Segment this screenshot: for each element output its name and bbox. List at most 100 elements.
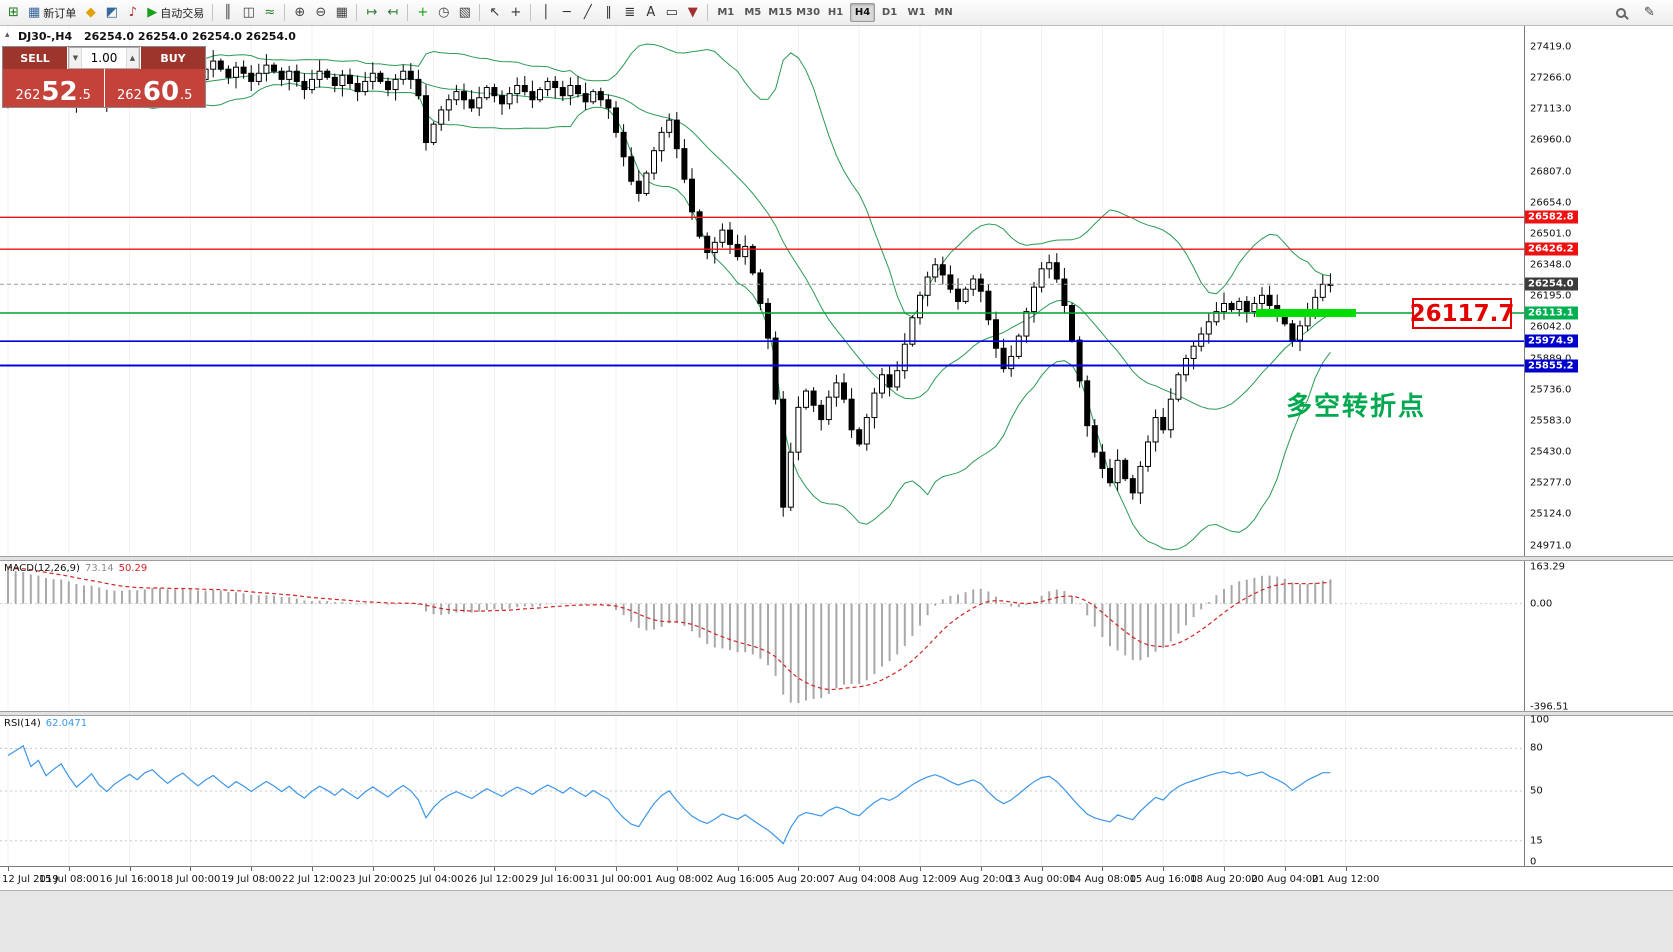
text-label-button[interactable]: ▭ [661, 2, 682, 23]
time-axis-label: 9 Aug 20:00 [950, 874, 1012, 885]
time-axis-tick-mark [1284, 867, 1286, 871]
price-axis-tick: 26960.0 [1530, 134, 1572, 146]
channel-button[interactable]: ∥ [598, 2, 619, 23]
tile-windows-icon: ▦ [335, 5, 348, 20]
price-level-tag: 26254.0 [1525, 277, 1578, 291]
buy-button[interactable]: BUY [141, 47, 205, 69]
indicators-button[interactable]: + [412, 2, 433, 23]
rsi-window: RSI(14) 62.0471 100 80 50 15 0 [0, 714, 1673, 868]
rsi-plot[interactable]: RSI(14) 62.0471 [0, 716, 1524, 866]
sell-button[interactable]: SELL [3, 47, 67, 69]
time-axis-tick-mark [1041, 867, 1043, 871]
one-click-collapse-icon[interactable]: ▴ [5, 30, 10, 40]
periods-button[interactable]: ◷ [433, 2, 454, 23]
timeframe-m1-button[interactable]: M1 [717, 7, 735, 18]
sell-price-head: 262 [15, 87, 41, 103]
cursor-button[interactable]: ↖ [484, 2, 505, 23]
horizontal-line-button[interactable]: ─ [556, 2, 577, 23]
price-level-tag: 26113.1 [1525, 306, 1578, 320]
timeframe-mn-button[interactable]: MN [934, 7, 953, 18]
chart-line-button[interactable]: ≈ [259, 2, 280, 23]
time-axis-tick-mark [1102, 867, 1104, 871]
chart-candles-button[interactable]: ◫ [238, 2, 259, 23]
price-chart-canvas[interactable] [0, 26, 1524, 556]
arrows-button[interactable]: ▼ [682, 2, 703, 23]
price-axis-tick: 25277.0 [1530, 477, 1572, 489]
time-axis-label: 19 Jul 08:00 [221, 874, 282, 885]
templates-button[interactable]: ▧ [454, 2, 475, 23]
time-axis-label: 15 Jul 08:00 [38, 874, 99, 885]
time-axis-tick-mark [676, 867, 678, 871]
crosshair-icon: + [510, 5, 522, 20]
timeframe-w1-button[interactable]: W1 [907, 7, 926, 18]
new-chart-button[interactable]: ⊞ [3, 2, 24, 23]
sell-price-tail: .5 [78, 87, 91, 103]
macd-plot[interactable]: MACD(12,26,9) 73.14 50.29 [0, 561, 1524, 711]
time-axis-label: 31 Jul 00:00 [586, 874, 646, 885]
auto-scroll-icon: ↦ [366, 5, 378, 20]
text-button[interactable]: A [640, 2, 661, 23]
alerts-icon: ♪ [128, 5, 137, 20]
rsi-canvas[interactable] [0, 716, 1524, 866]
fibonacci-button[interactable]: ≣ [619, 2, 640, 23]
vertical-line-button[interactable]: │ [535, 2, 556, 23]
macd-canvas[interactable] [0, 561, 1524, 711]
volume-stepper: ▼ 1.00 ▲ [68, 47, 140, 69]
macd-window: MACD(12,26,9) 73.14 50.29 163.29 0.00 -396.5… [0, 561, 1673, 713]
window-splitter[interactable] [0, 556, 1673, 561]
timeframe-m5-button[interactable]: M5 [744, 7, 762, 18]
tile-windows-button[interactable]: ▦ [331, 2, 352, 23]
time-axis-tick-mark [555, 867, 557, 871]
time-axis[interactable]: 12 Jul 2019 15 Jul 08:00 16 Jul 16:00 18 Ju… [0, 866, 1673, 890]
timeframe-h1-button[interactable]: H1 [827, 7, 844, 18]
time-axis-tick-mark [920, 867, 921, 871]
macd-axis[interactable]: 163.29 0.00 -396.51 [1524, 561, 1673, 713]
toolbar-separator [479, 4, 481, 21]
chart-shift-button[interactable]: ↤ [382, 2, 403, 23]
text-label-icon: ▭ [665, 5, 678, 20]
price-chart-plot[interactable]: ▴ DJ30-,H4 26254.0 26254.0 26254.0 26254… [0, 26, 1524, 556]
timeframe-d1-button[interactable]: D1 [881, 7, 898, 18]
market-watch-button[interactable]: ◩ [101, 2, 122, 23]
volume-value[interactable]: 1.00 [90, 51, 118, 65]
periods-icon: ◷ [438, 5, 450, 20]
time-axis-tick-mark [190, 867, 192, 871]
price-axis[interactable]: 27419.0 27266.0 27113.0 26960.0 26807.0 26654… [1524, 26, 1673, 556]
sell-price-button[interactable]: 262 52.5 [3, 69, 104, 107]
metaeditor-button[interactable]: ◆ [80, 2, 101, 23]
time-axis-label: 22 Jul 12:00 [282, 874, 342, 885]
autotrading-button[interactable]: ▶ 自动交易 [143, 2, 208, 23]
time-axis-tick-mark [251, 867, 253, 871]
timeframe-m15-button[interactable]: M15 [768, 7, 793, 18]
search-button[interactable] [1610, 2, 1631, 23]
time-axis-tick-mark [1163, 867, 1165, 871]
price-axis-tick: 25736.0 [1530, 384, 1572, 396]
zoom-in-button[interactable]: ⊕ [289, 2, 310, 23]
auto-scroll-button[interactable]: ↦ [361, 2, 382, 23]
volume-down-arrow[interactable]: ▼ [69, 48, 82, 68]
volume-up-arrow[interactable]: ▲ [126, 48, 139, 68]
crosshair-button[interactable]: + [505, 2, 526, 23]
timeframe-m30-button[interactable]: M30 [796, 7, 821, 18]
trendline-button[interactable]: ╱ [577, 2, 598, 23]
buy-price-tail: .5 [180, 87, 193, 103]
time-axis-label: 25 Jul 04:00 [403, 874, 464, 885]
zoom-out-button[interactable]: ⊖ [310, 2, 331, 23]
window-splitter[interactable] [0, 711, 1673, 716]
alerts-button[interactable]: ♪ [122, 2, 143, 23]
toolbar-separator [212, 4, 214, 21]
rsi-axis-tick: 100 [1530, 714, 1550, 726]
timeframe-h4-button[interactable]: H4 [850, 3, 876, 22]
price-chart-window: ▴ DJ30-,H4 26254.0 26254.0 26254.0 26254… [0, 26, 1673, 556]
chart-bars-button[interactable]: ║ [217, 2, 238, 23]
rsi-axis[interactable]: 100 80 50 15 0 [1524, 714, 1673, 868]
sell-price-big: 52 [41, 77, 78, 108]
buy-price-button[interactable]: 262 60.5 [104, 69, 205, 107]
new-order-button[interactable]: ▦ 新订单 [24, 2, 80, 23]
time-axis-label: 18 Jul 00:00 [160, 874, 221, 885]
time-axis-label: 15 Aug 16:00 [1129, 874, 1197, 885]
price-axis-tick: 25583.0 [1530, 415, 1572, 427]
new-order-label: 新订单 [43, 6, 77, 20]
quick-edit-button[interactable]: ✎ [1639, 2, 1660, 23]
